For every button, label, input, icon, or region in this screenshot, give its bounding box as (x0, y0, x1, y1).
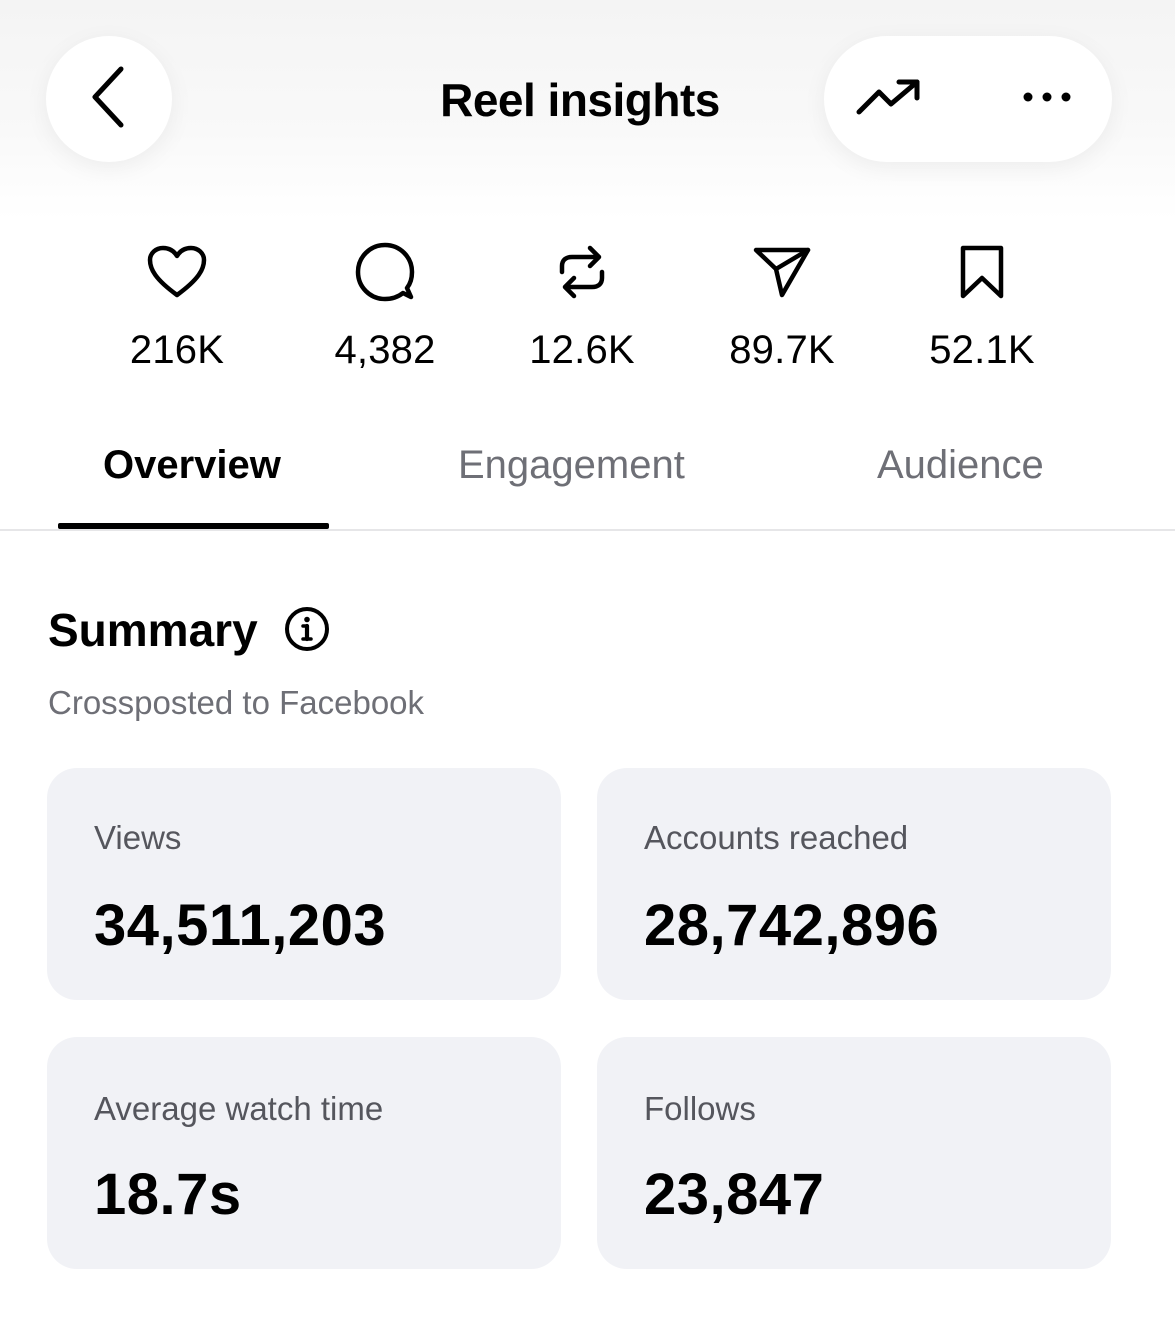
stat-value: 89.7K (729, 328, 835, 372)
metric-label: Views (94, 819, 182, 856)
metric-label: Average watch time (94, 1090, 384, 1127)
metric-value: 34,511,203 (94, 893, 387, 958)
stat-shares: 89.7K (692, 240, 872, 380)
metric-value: 23,847 (644, 1162, 825, 1227)
metric-value: 18.7s (94, 1162, 242, 1227)
stat-comments: 4,382 (295, 240, 475, 380)
metric-card-follows[interactable]: Follows 23,847 (597, 1037, 1111, 1269)
tab-engagement[interactable]: Engagement (458, 443, 685, 487)
metric-card-views[interactable]: Views 34,511,203 (47, 768, 561, 1000)
stat-reposts: 12.6K (492, 240, 672, 380)
metric-label: Follows (644, 1090, 756, 1127)
more-horizontal-icon (1022, 90, 1072, 108)
metric-label: Accounts reached (644, 819, 909, 856)
metric-card-average-watch-time[interactable]: Average watch time 18.7s (47, 1037, 561, 1269)
bookmark-icon (950, 240, 1014, 304)
summary-title: Summary (48, 604, 258, 656)
tab-divider (0, 529, 1175, 531)
share-icon (750, 240, 814, 304)
active-tab-indicator (58, 523, 329, 529)
stat-likes: 216K (87, 240, 267, 380)
more-options-button[interactable] (1012, 69, 1082, 129)
header-actions (824, 36, 1112, 162)
trending-up-icon (855, 76, 923, 123)
trend-button[interactable] (854, 69, 924, 129)
comment-icon (353, 240, 417, 304)
heart-icon (145, 240, 209, 304)
stat-value: 52.1K (929, 328, 1035, 372)
tab-overview[interactable]: Overview (103, 443, 281, 487)
stat-value: 12.6K (529, 328, 635, 372)
tab-audience[interactable]: Audience (877, 443, 1044, 487)
chevron-left-icon (89, 65, 129, 134)
metric-card-accounts-reached[interactable]: Accounts reached 28,742,896 (597, 768, 1111, 1000)
stat-value: 216K (129, 328, 225, 372)
page-title: Reel insights (440, 74, 720, 126)
stat-value: 4,382 (334, 328, 436, 372)
back-button[interactable] (46, 36, 172, 162)
summary-subtitle: Crossposted to Facebook (48, 684, 425, 721)
info-icon[interactable] (284, 606, 330, 652)
repost-icon (550, 240, 614, 304)
metric-value: 28,742,896 (644, 893, 940, 958)
stat-saves: 52.1K (892, 240, 1072, 380)
